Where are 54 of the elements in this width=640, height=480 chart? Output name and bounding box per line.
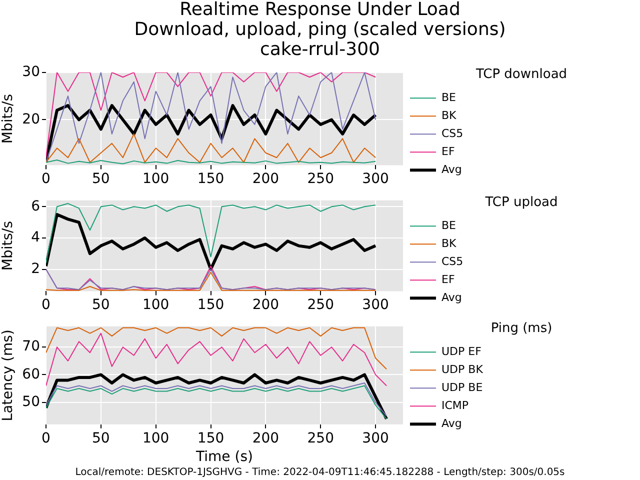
x-tick-label: 200 xyxy=(252,430,280,446)
x-tick-label: 50 xyxy=(92,430,110,446)
y-tick-label: 6 xyxy=(31,198,40,214)
legend-label: BK xyxy=(442,236,458,250)
x-tick-label: 200 xyxy=(252,171,280,188)
legend-label: BK xyxy=(442,108,458,122)
y-tick-label: 4 xyxy=(31,230,40,246)
y-tick-label: 60 xyxy=(22,366,40,382)
x-tick-label: 300 xyxy=(362,171,389,188)
legend-label: UDP BK xyxy=(442,362,484,376)
y-axis-title: Latency (ms) xyxy=(0,330,16,422)
y-tick-label: 2 xyxy=(31,260,40,277)
x-tick-label: 100 xyxy=(142,430,170,446)
x-tick-label: 300 xyxy=(362,297,389,314)
y-tick-label: 50 xyxy=(22,394,40,410)
legend-label: Avg xyxy=(442,416,462,430)
y-tick-label: 20 xyxy=(22,111,40,128)
x-tick-label: 50 xyxy=(92,171,110,188)
x-tick-label: 250 xyxy=(307,171,334,188)
x-tick-label: 150 xyxy=(197,430,224,446)
legend-label: Avg xyxy=(442,162,462,176)
chart-title: Realtime Response Under Load xyxy=(178,0,462,20)
legend-title: TCP download xyxy=(474,66,568,82)
x-tick-label: 50 xyxy=(92,297,110,314)
x-tick-label: 150 xyxy=(197,297,224,314)
x-tick-label: 0 xyxy=(42,171,50,188)
y-axis-title: Mbits/s xyxy=(0,220,16,271)
x-tick-label: 300 xyxy=(362,430,389,446)
x-tick-label: 200 xyxy=(252,297,280,314)
legend-label: UDP BE xyxy=(442,380,483,394)
legend-label: CS5 xyxy=(442,254,464,268)
x-tick-label: 0 xyxy=(42,430,50,446)
text: Local/remote: DESKTOP-1JSGHVG - Time: 2022-04-09T11:46:45.182288 - Length/step: 300s/0.05s xyxy=(74,466,566,480)
legend-label: UDP EF xyxy=(442,344,482,358)
legend-label: CS5 xyxy=(442,126,464,140)
x-tick-label: 100 xyxy=(142,297,170,314)
legend-label: BE xyxy=(442,218,456,232)
legend-label: BE xyxy=(442,90,456,104)
x-tick-label: 250 xyxy=(307,430,334,446)
y-tick-label: 70 xyxy=(22,338,40,355)
x-axis-title: Time (s) xyxy=(195,449,253,466)
legend-label: ICMP xyxy=(442,398,469,412)
legend-title: Ping (ms) xyxy=(490,320,552,336)
x-tick-label: 100 xyxy=(142,171,170,188)
y-axis-title: Mbits/s xyxy=(0,94,16,144)
x-tick-label: 0 xyxy=(42,297,50,314)
legend-title: TCP upload xyxy=(484,194,558,210)
x-tick-label: 150 xyxy=(197,171,224,188)
legend-label: EF xyxy=(442,144,455,158)
chart-subtitle: Download, upload, ping (scaled versions) cake-rrul-300 xyxy=(133,19,507,60)
legend-label: EF xyxy=(442,272,455,286)
legend-label: Avg xyxy=(442,290,462,304)
y-tick-label: 30 xyxy=(22,64,40,80)
x-tick-label: 250 xyxy=(307,297,334,314)
